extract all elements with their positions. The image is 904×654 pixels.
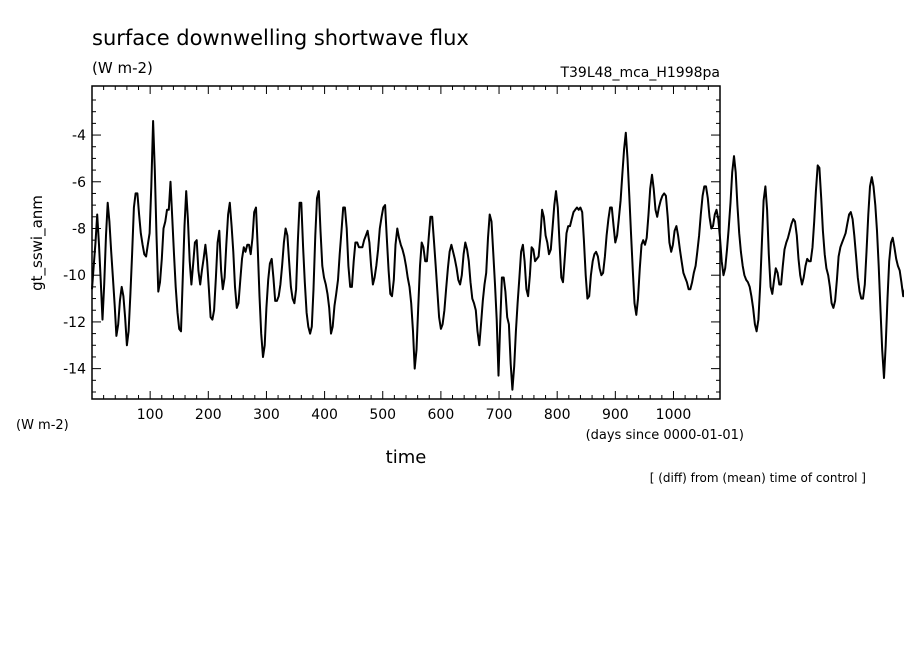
experiment-label: T39L48_mca_H1998pa xyxy=(559,65,720,81)
x-tick-label: 100 xyxy=(137,407,164,423)
y-tick-label: -4 xyxy=(72,128,86,144)
x-tick-label: 700 xyxy=(486,407,513,423)
y-tick-label: -10 xyxy=(63,268,86,284)
x-tick-label: 600 xyxy=(428,407,455,423)
series-line xyxy=(91,120,904,391)
x-axis-label: time xyxy=(386,447,427,468)
x-tick-label: 300 xyxy=(253,407,280,423)
y-tick-label: -8 xyxy=(72,221,86,237)
diff-note: [ (diff) from (mean) time of control ] xyxy=(650,471,866,485)
tick-labels: 100 200 300 400 500 600 700 800 900 1000 -14 -12 -10… xyxy=(63,128,691,423)
x-axis-units: (days since 0000-01-01) xyxy=(586,428,744,443)
x-tick-label: 800 xyxy=(544,407,571,423)
chart-title: surface downwelling shortwave flux xyxy=(92,26,469,50)
series-layer xyxy=(91,120,904,391)
y-tick-label: -14 xyxy=(63,362,86,378)
x-tick-label: 900 xyxy=(602,407,629,423)
y-tick-label: -6 xyxy=(72,175,86,191)
x-tick-label: 1000 xyxy=(656,407,692,423)
plot-frame xyxy=(91,85,721,400)
x-tick-label: 500 xyxy=(369,407,396,423)
x-tick-label: 400 xyxy=(311,407,338,423)
x-tick-label: 200 xyxy=(195,407,222,423)
y-axis-units: (W m-2) xyxy=(16,418,69,433)
chart-units: (W m-2) xyxy=(92,59,153,77)
y-tick-label: -12 xyxy=(63,315,86,331)
y-axis-label: gt_sswi_anm xyxy=(28,195,47,291)
